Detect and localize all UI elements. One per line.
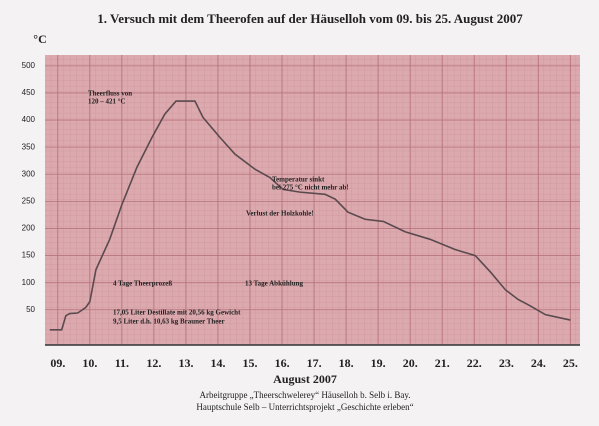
- y-tick-label: 350: [22, 142, 36, 151]
- x-tick-label: 12.: [146, 356, 161, 370]
- annotation: Temperatur sinkt: [272, 176, 325, 184]
- y-tick-label: 300: [22, 169, 36, 178]
- y-tick-label: 200: [22, 224, 36, 233]
- annotation: Verlust der Holzkohle!: [246, 210, 314, 218]
- x-tick-label: 13.: [178, 356, 193, 370]
- x-tick-label: 16.: [275, 356, 290, 370]
- annotation: 4 Tage Theerprozeß: [113, 280, 172, 288]
- footer: Arbeitgruppe „Theerschwelerey“ Häuselloh…: [199, 390, 410, 400]
- y-tick-label: 400: [22, 115, 36, 124]
- y-tick-label: 150: [22, 251, 36, 260]
- annotation: bei 275 °C nicht mehr ab!: [272, 184, 349, 192]
- x-tick-label: 09.: [50, 356, 65, 370]
- x-tick-label: 19.: [371, 356, 386, 370]
- x-tick-label: 14.: [210, 356, 225, 370]
- x-tick-label: 17.: [307, 356, 322, 370]
- y-tick-label: 500: [22, 61, 36, 70]
- x-tick-label: 22.: [467, 356, 482, 370]
- y-tick-label: 250: [22, 196, 36, 205]
- x-axis-label: August 2007: [273, 372, 337, 386]
- y-tick-label: 100: [22, 278, 36, 287]
- x-tick-label: 18.: [339, 356, 354, 370]
- x-tick-label: 23.: [499, 356, 514, 370]
- footer: Hauptschule Selb – Unterrichtsprojekt „G…: [196, 402, 413, 412]
- annotation: 120 – 421 °C: [88, 98, 126, 106]
- x-tick-label: 15.: [243, 356, 258, 370]
- fine-grid: [45, 55, 580, 345]
- x-tick-label: 21.: [435, 356, 450, 370]
- y-tick-label: 50: [26, 305, 35, 314]
- annotation: Theerfluss von: [88, 90, 132, 98]
- chart-title: 1. Versuch mit dem Theerofen auf der Häu…: [97, 11, 523, 26]
- y-axis-label: °C: [33, 32, 46, 46]
- x-tick-label: 25.: [563, 356, 578, 370]
- x-tick-label: 24.: [531, 356, 546, 370]
- x-tick-label: 10.: [82, 356, 97, 370]
- annotation: 9,5 Liter d.h. 10,63 kg Brauner Theer: [113, 318, 225, 326]
- annotation: 13 Tage Abkühlung: [245, 280, 303, 288]
- annotation: 17,05 Liter Destillate mit 20,56 kg Gewi…: [113, 309, 241, 317]
- data-line: [49, 100, 571, 331]
- x-tick-label: 11.: [115, 356, 129, 370]
- y-tick-label: 450: [22, 88, 36, 97]
- x-tick-label: 20.: [403, 356, 418, 370]
